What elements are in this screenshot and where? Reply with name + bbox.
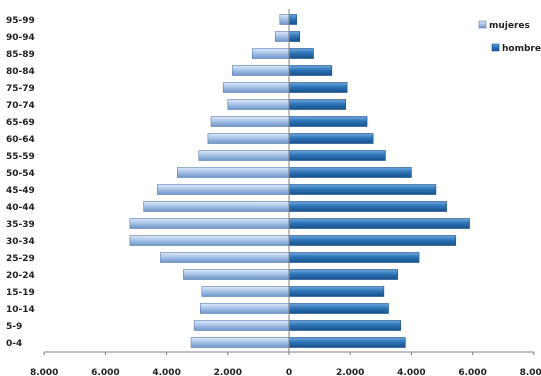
bar-hombres-60-64 [288,133,374,144]
x-tick-label-6: 4.000 [397,368,425,376]
bar-hombres-40-44 [288,201,447,212]
bar-mujeres-45-49 [157,184,290,195]
x-tick-label-7: 6.000 [458,368,486,376]
bar-mujeres-5-9 [193,320,290,331]
x-tick-label-1: 6.000 [91,368,119,376]
axes: 0-4 5-9 10-14 15-19 20-24 25-29 30-34 35-39 40-4… [6,9,541,376]
bar-mujeres-55-59 [198,150,290,161]
bar-hombres-35-39 [288,218,470,229]
x-tick-label-5: 2.000 [336,368,364,376]
bar-hombres-10-14 [288,303,389,314]
bar-hombres-0-4 [288,337,406,348]
legend-label-hombres: hombres [502,44,541,54]
bar-mujeres-70-74 [227,99,290,110]
bar-hombres-90-94 [288,31,301,42]
bar-hombres-20-24 [288,269,398,280]
category-label-20-24: 20-24 [6,271,35,281]
bar-mujeres-50-54 [177,167,290,178]
category-label-95-99: 95-99 [6,16,35,26]
category-label-30-34: 30-34 [6,237,35,247]
bar-hombres-50-54 [288,167,412,178]
category-label-90-94: 90-94 [6,33,35,43]
category-label-10-14: 10-14 [6,305,35,315]
bar-hombres-5-9 [288,320,401,331]
category-label-0-4: 0-4 [6,339,22,349]
bar-mujeres-60-64 [207,133,290,144]
category-label-60-64: 60-64 [6,135,35,145]
bar-hombres-55-59 [288,150,386,161]
category-label-45-49: 45-49 [6,186,35,196]
bar-hombres-45-49 [288,184,437,195]
bar-hombres-70-74 [288,99,346,110]
bar-hombres-30-34 [288,235,457,246]
bar-mujeres-85-89 [251,48,290,59]
category-label-35-39: 35-39 [6,220,35,230]
bar-mujeres-25-29 [160,252,290,263]
bar-mujeres-90-94 [274,31,290,42]
category-label-50-54: 50-54 [6,169,35,179]
bar-mujeres-15-19 [201,286,290,297]
bar-mujeres-0-4 [190,337,290,348]
bar-mujeres-10-14 [199,303,290,314]
bar-hombres-25-29 [288,252,420,263]
category-label-25-29: 25-29 [6,254,35,264]
bar-hombres-65-69 [288,116,368,127]
category-label-65-69: 65-69 [6,118,35,128]
bar-hombres-85-89 [288,48,314,59]
bar-mujeres-20-24 [183,269,290,280]
bar-mujeres-95-99 [279,14,290,25]
bar-hombres-75-79 [288,82,348,93]
category-label-55-59: 55-59 [6,152,35,162]
x-tick-label-8: 8.000 [520,368,541,376]
x-tick-label-4: 0 [286,368,292,376]
plot-area [129,14,470,348]
legend-swatch-mujeres [478,20,487,29]
bar-mujeres-30-34 [129,235,290,246]
category-label-70-74: 70-74 [6,101,35,111]
x-tick-label-2: 4.000 [152,368,180,376]
bar-mujeres-80-84 [232,65,290,76]
bar-hombres-80-84 [288,65,333,76]
legend-swatch-hombres [491,43,500,52]
bar-mujeres-75-79 [222,82,290,93]
category-label-15-19: 15-19 [6,288,35,298]
category-label-85-89: 85-89 [6,50,35,60]
category-label-80-84: 80-84 [6,67,35,77]
bar-mujeres-35-39 [129,218,290,229]
bar-hombres-15-19 [288,286,385,297]
category-label-75-79: 75-79 [6,84,35,94]
legend-label-mujeres: mujeres [489,21,530,31]
x-tick-label-0: 8.000 [30,368,58,376]
category-label-40-44: 40-44 [6,203,35,213]
legend: mujeres hombres [478,20,541,54]
bar-mujeres-40-44 [143,201,290,212]
x-tick-label-3: 2.000 [214,368,242,376]
bar-mujeres-65-69 [210,116,290,127]
category-label-5-9: 5-9 [6,322,22,332]
bar-hombres-95-99 [288,14,297,25]
